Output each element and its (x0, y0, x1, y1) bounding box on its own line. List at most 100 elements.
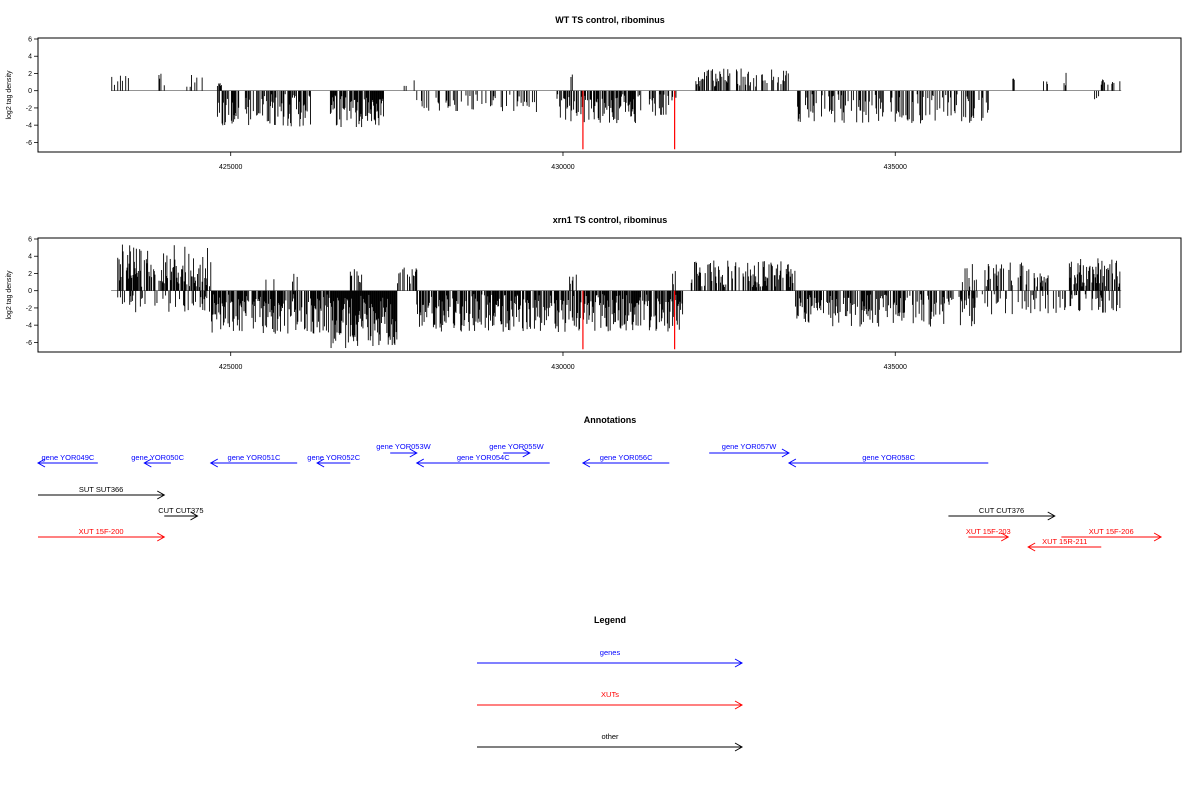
feature-arrowhead (1047, 511, 1056, 521)
y-tick-label: 4 (28, 254, 32, 261)
legend-items: genes XUTs other (477, 648, 744, 752)
y-tick-label: 6 (28, 237, 32, 244)
annotation-feature: gene YOR050C (131, 453, 185, 468)
annotations-title: Annotations (584, 415, 637, 425)
annotation-feature: gene YOR057W (709, 442, 790, 458)
feature-label: gene YOR050C (131, 453, 184, 462)
legend-panel: Legend genes XUTs other (477, 615, 744, 752)
feature-arrowhead (157, 532, 166, 542)
legend-title: Legend (594, 615, 626, 625)
annotation-feature: gene YOR052C (307, 453, 361, 468)
panel-wt-frame (37, 37, 1182, 153)
y-tick-label: 2 (28, 71, 32, 78)
feature-arrowhead (1000, 532, 1010, 542)
panel-xrn1: xrn1 TS control, ribominus log2 tag dens… (6, 215, 1182, 371)
x-tick-label: 430000 (551, 364, 574, 371)
panel-wt-bars (111, 68, 1122, 150)
feature-arrowhead (316, 458, 325, 468)
legend-arrowhead (734, 700, 744, 710)
feature-label: CUT CUT375 (158, 506, 203, 515)
panel-xrn1-frame (37, 237, 1182, 353)
x-tick-label: 430000 (551, 164, 574, 171)
legend-item: XUTs (477, 690, 744, 710)
feature-arrowhead (409, 448, 418, 458)
annotation-feature: gene YOR058C (787, 453, 989, 468)
feature-label: gene YOR057W (722, 442, 777, 451)
annotation-feature: gene YOR056C (581, 453, 670, 468)
feature-label: CUT CUT376 (979, 506, 1024, 515)
panel-wt-ylabel: log2 tag density (6, 70, 13, 120)
feature-arrowhead (209, 458, 219, 468)
feature-arrowhead (787, 458, 797, 468)
legend-label: XUTs (601, 690, 619, 699)
x-tick-label: 425000 (219, 164, 242, 171)
panel-xrn1-y-axis: 6 4 2 0 -2 -4 -6 (26, 237, 38, 347)
y-tick-label: 0 (28, 88, 32, 95)
feature-arrowhead (1153, 532, 1163, 542)
annotation-feature: SUT SUT366 (38, 485, 166, 500)
feature-arrowhead (143, 458, 152, 468)
annotation-feature: gene YOR053W (376, 442, 432, 458)
y-tick-label: -4 (26, 123, 32, 130)
panel-wt-y-axis: 6 4 2 0 -2 -4 -6 (26, 37, 38, 147)
feature-label: gene YOR054C (457, 453, 510, 462)
feature-label: gene YOR052C (307, 453, 360, 462)
y-tick-label: 6 (28, 37, 32, 44)
feature-label: gene YOR058C (862, 453, 915, 462)
feature-label: gene YOR053W (376, 442, 431, 451)
legend-label: other (601, 732, 619, 741)
feature-arrowhead (36, 458, 46, 468)
feature-label: gene YOR055W (489, 442, 544, 451)
y-tick-label: 2 (28, 271, 32, 278)
legend-arrowhead (734, 658, 744, 668)
annotation-feature: gene YOR049C (36, 453, 98, 468)
y-tick-label: -2 (26, 105, 32, 112)
feature-label: XUT 15R-211 (1042, 537, 1087, 546)
feature-label: SUT SUT366 (79, 485, 123, 494)
y-tick-label: -6 (26, 140, 32, 147)
annotation-feature: XUT 15F-203 (966, 527, 1011, 542)
panel-xrn1-bars (111, 244, 1122, 350)
feature-label: gene YOR051C (228, 453, 281, 462)
feature-arrowhead (781, 448, 790, 458)
panel-xrn1-x-axis: 425000 430000 435000 (219, 352, 907, 371)
annotation-feature: CUT CUT376 (948, 506, 1056, 521)
annotation-feature: XUT 15F-200 (38, 527, 166, 542)
y-tick-label: 0 (28, 288, 32, 295)
x-tick-label: 425000 (219, 364, 242, 371)
y-tick-label: -6 (26, 340, 32, 347)
feature-arrowhead (190, 511, 199, 521)
legend-item: other (477, 732, 744, 752)
annotation-feature: CUT CUT375 (158, 506, 204, 521)
feature-label: XUT 15F-206 (1089, 527, 1134, 536)
feature-label: gene YOR056C (600, 453, 653, 462)
legend-arrowhead (734, 742, 744, 752)
annotation-feature: XUT 15R-211 (1027, 537, 1102, 552)
panel-xrn1-title: xrn1 TS control, ribominus (553, 215, 668, 225)
feature-arrowhead (581, 458, 591, 468)
annotation-features: gene YOR049C gene YOR050C gene YOR051C gene… (36, 442, 1163, 552)
x-tick-label: 435000 (884, 164, 907, 171)
annotation-feature: gene YOR055W (489, 442, 545, 458)
feature-arrowhead (415, 458, 425, 468)
legend-item: genes (477, 648, 744, 668)
feature-arrowhead (522, 448, 531, 458)
panel-wt-x-axis: 425000 430000 435000 (219, 152, 907, 171)
panel-xrn1-ylabel: log2 tag density (6, 270, 13, 320)
y-tick-label: -2 (26, 305, 32, 312)
y-tick-label: -4 (26, 323, 32, 330)
feature-arrowhead (1027, 542, 1036, 552)
panel-wt: WT TS control, ribominus log2 tag densit… (6, 15, 1182, 171)
panel-wt-title: WT TS control, ribominus (555, 15, 665, 25)
feature-arrowhead (157, 490, 166, 500)
feature-label: XUT 15F-203 (966, 527, 1011, 536)
legend-label: genes (600, 648, 621, 657)
annotation-feature: gene YOR051C (209, 453, 298, 468)
annotation-feature: gene YOR054C (415, 453, 550, 468)
x-tick-label: 435000 (884, 364, 907, 371)
feature-label: gene YOR049C (41, 453, 94, 462)
feature-label: XUT 15F-200 (79, 527, 124, 536)
annotation-feature: XUT 15F-206 (1061, 527, 1163, 542)
y-tick-label: 4 (28, 54, 32, 61)
